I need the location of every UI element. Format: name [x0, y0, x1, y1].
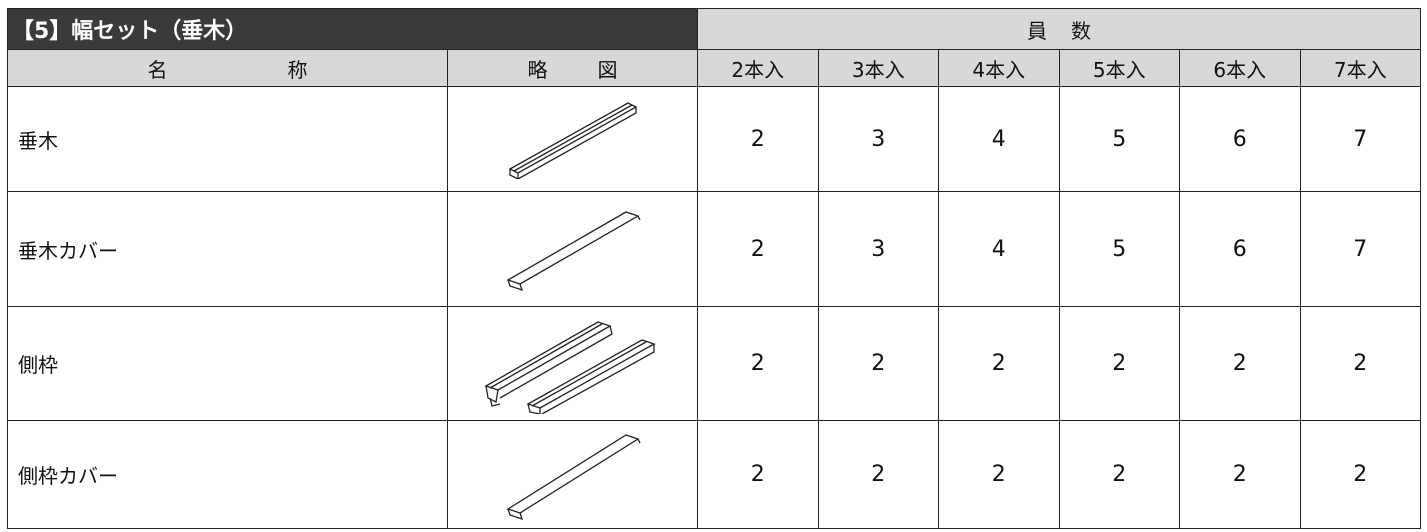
part-figure: [447, 86, 698, 192]
count: 7: [1299, 191, 1421, 307]
count: 5: [1058, 191, 1180, 307]
count: 2: [817, 306, 939, 421]
count: 6: [1179, 86, 1301, 192]
column-header: 3本入: [817, 49, 939, 87]
rafter-drawing: [508, 102, 637, 179]
count: 7: [1299, 86, 1421, 192]
count: 2: [697, 306, 819, 421]
count: 2: [1299, 306, 1421, 421]
column-header: 7本入: [1299, 49, 1421, 87]
column-header: 名称: [7, 49, 448, 87]
side-frame-cover-drawing: [505, 433, 641, 520]
count: 2: [1179, 306, 1301, 421]
rafter-cover-drawing: [505, 211, 641, 292]
count: 2: [1058, 420, 1180, 529]
count: 2: [1179, 420, 1301, 529]
count: 2: [1058, 306, 1180, 421]
count: 2: [697, 86, 819, 192]
part-name: 側枠: [7, 306, 448, 421]
count: 5: [1058, 86, 1180, 192]
count: 3: [817, 191, 939, 307]
count: 2: [697, 191, 819, 307]
part-figure: [447, 191, 698, 307]
count: 2: [1299, 420, 1421, 529]
count: 2: [697, 420, 819, 529]
count: 3: [817, 86, 939, 192]
quantity-header: 員数: [697, 8, 1421, 50]
column-header: 5本入: [1058, 49, 1180, 87]
part-name: 側枠カバー: [7, 420, 448, 529]
part-figure: [447, 420, 698, 529]
table-title: 【5】幅セット（垂木）: [7, 8, 698, 50]
count: 6: [1179, 191, 1301, 307]
count: 2: [938, 306, 1060, 421]
count: 4: [938, 191, 1060, 307]
part-name: 垂木: [7, 86, 448, 192]
count: 2: [938, 420, 1060, 529]
column-header: 4本入: [938, 49, 1060, 87]
part-name: 垂木カバー: [7, 191, 448, 307]
count: 4: [938, 86, 1060, 192]
parts-table: 【5】幅セット（垂木） 員数 名称 略図 2本入 3本入 4本入 5本入 6本入…: [7, 8, 1421, 529]
count: 2: [817, 420, 939, 529]
column-header: 略図: [447, 49, 698, 87]
side-frame-drawing: [483, 320, 656, 414]
column-header: 2本入: [697, 49, 819, 87]
column-header: 6本入: [1179, 49, 1301, 87]
part-figure: [447, 306, 698, 421]
